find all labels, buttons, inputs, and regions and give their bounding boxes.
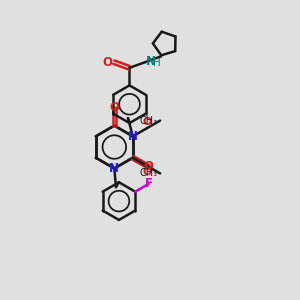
Text: N: N: [109, 162, 119, 175]
Text: O: O: [102, 56, 112, 69]
Text: O: O: [142, 167, 152, 177]
Text: O: O: [144, 160, 154, 173]
Text: O: O: [142, 117, 152, 128]
Text: N: N: [146, 55, 156, 68]
Text: F: F: [145, 178, 153, 190]
Text: CH₃: CH₃: [140, 116, 158, 126]
Text: CH₃: CH₃: [140, 169, 158, 178]
Text: N: N: [128, 130, 138, 143]
Text: H: H: [154, 58, 161, 68]
Text: O: O: [109, 101, 119, 114]
